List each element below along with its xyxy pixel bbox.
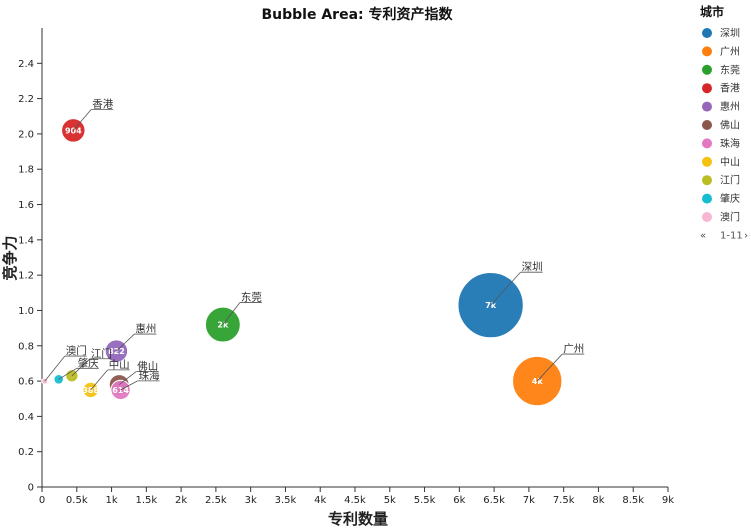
legend-label: 佛山 bbox=[720, 119, 740, 132]
legend-swatch bbox=[702, 193, 712, 204]
label-leader-line bbox=[116, 333, 135, 352]
x-tick-label: 4k bbox=[314, 495, 326, 506]
city-label: 广州 bbox=[563, 343, 584, 355]
city-label: 江门 bbox=[91, 347, 112, 360]
chart-title: Bubble Area: 专利资产指数 bbox=[261, 6, 453, 23]
legend-label: 珠海 bbox=[720, 137, 740, 150]
legend-label: 东莞 bbox=[720, 63, 740, 76]
city-label: 佛山 bbox=[137, 360, 158, 373]
legend-label: 江门 bbox=[720, 174, 740, 187]
legend-swatch bbox=[702, 46, 712, 57]
legend-swatch bbox=[702, 101, 712, 112]
legend-label: 肇庆 bbox=[720, 192, 740, 205]
x-tick-label: 2.5k bbox=[205, 495, 227, 506]
y-axis-title: 竞争力 bbox=[1, 235, 19, 280]
bubble-value-label: 7k bbox=[485, 301, 497, 310]
chevron-right-icon: › bbox=[744, 230, 748, 241]
city-label: 惠州 bbox=[135, 322, 156, 335]
x-axis-title: 专利数量 bbox=[328, 510, 388, 528]
x-tick-label: 0.5k bbox=[66, 495, 88, 506]
y-tick-label: 1.4 bbox=[18, 235, 34, 246]
legend-label: 广州 bbox=[720, 46, 740, 58]
x-tick-label: 6.5k bbox=[483, 495, 505, 506]
y-tick-label: 0.4 bbox=[18, 412, 34, 423]
legend-swatch bbox=[702, 138, 712, 149]
legend-label: 澳门 bbox=[720, 211, 740, 224]
city-label: 肇庆 bbox=[78, 356, 99, 369]
x-tick-label: 5k bbox=[384, 495, 396, 506]
legend-swatch bbox=[702, 120, 712, 130]
city-label: 中山 bbox=[109, 358, 130, 371]
y-tick-label: 1.8 bbox=[18, 165, 34, 176]
x-tick-label: 3.5k bbox=[275, 495, 297, 506]
city-label: 东莞 bbox=[241, 291, 262, 304]
label-leader-line bbox=[90, 369, 108, 391]
x-tick-label: 1.5k bbox=[135, 495, 157, 506]
label-leader-line bbox=[58, 367, 77, 380]
y-tick-label: 2.4 bbox=[18, 59, 34, 70]
y-tick-label: 0 bbox=[28, 483, 34, 494]
x-tick-label: 2k bbox=[175, 495, 187, 506]
label-leader-line bbox=[222, 302, 241, 325]
x-tick-label: 5.5k bbox=[414, 495, 436, 506]
city-label: 深圳 bbox=[522, 261, 543, 273]
legend-label: 惠州 bbox=[720, 100, 740, 113]
x-tick-label: 6k bbox=[453, 495, 465, 506]
legend-swatch bbox=[702, 175, 712, 186]
bubble-value-label: 904 bbox=[65, 126, 82, 135]
bubble-value-label: 388 bbox=[82, 386, 99, 395]
legend-swatch bbox=[702, 212, 712, 222]
legend-label: 中山 bbox=[720, 155, 740, 168]
y-tick-label: 1.0 bbox=[18, 306, 34, 317]
legend-title: 城市 bbox=[700, 4, 724, 19]
label-leader-line bbox=[120, 380, 138, 391]
bubble-value-label: 2k bbox=[217, 321, 229, 330]
bubble bbox=[204, 306, 241, 343]
label-leader-line bbox=[118, 371, 137, 385]
label-leader-line bbox=[72, 109, 92, 131]
x-tick-label: 7k bbox=[523, 495, 535, 506]
legend-pager: 1-11 bbox=[720, 230, 743, 241]
axes: 0 0.5k 1k 1.5k 2k 2.5k 3k 3.5k 4k 4.5k 5k 5.5k 6k 6.5… bbox=[18, 28, 674, 506]
x-tick-label: 9k bbox=[662, 495, 674, 506]
chevron-left-icon: « bbox=[700, 230, 706, 241]
city-label: 珠海 bbox=[139, 369, 160, 382]
y-tick-label: 1.6 bbox=[18, 200, 34, 211]
bubble-value-label: 822 bbox=[108, 347, 125, 356]
label-leader-line bbox=[71, 358, 91, 377]
city-label: 澳门 bbox=[66, 344, 87, 357]
x-tick-label: 8.5k bbox=[622, 495, 644, 506]
legend-label: 香港 bbox=[720, 83, 740, 95]
bubble-value-label: 614 bbox=[112, 386, 129, 395]
y-tick-label: 0.2 bbox=[18, 447, 34, 458]
x-tick-label: 8k bbox=[592, 495, 604, 506]
y-tick-label: 2.0 bbox=[18, 129, 34, 140]
bubble-value-label: 4k bbox=[532, 377, 544, 386]
legend-swatch bbox=[702, 156, 712, 167]
y-tick-label: 0.6 bbox=[18, 377, 34, 388]
legend-label: 深圳 bbox=[720, 28, 740, 40]
x-tick-label: 1k bbox=[105, 495, 117, 506]
x-tick-label: 0 bbox=[39, 495, 45, 506]
y-tick-label: 0.8 bbox=[18, 341, 34, 352]
y-tick-label: 1.2 bbox=[18, 271, 34, 282]
legend-swatch bbox=[702, 64, 712, 75]
x-tick-label: 4.5k bbox=[344, 495, 366, 506]
label-leader-line bbox=[536, 353, 563, 382]
x-tick-label: 3k bbox=[245, 495, 257, 506]
legend-swatch bbox=[702, 28, 712, 38]
label-leader-line bbox=[490, 271, 521, 306]
city-label: 香港 bbox=[92, 98, 113, 110]
legend-swatch bbox=[702, 83, 712, 94]
label-leader-line bbox=[44, 355, 66, 382]
y-tick-label: 2.2 bbox=[18, 94, 34, 105]
x-tick-label: 7.5k bbox=[553, 495, 575, 506]
